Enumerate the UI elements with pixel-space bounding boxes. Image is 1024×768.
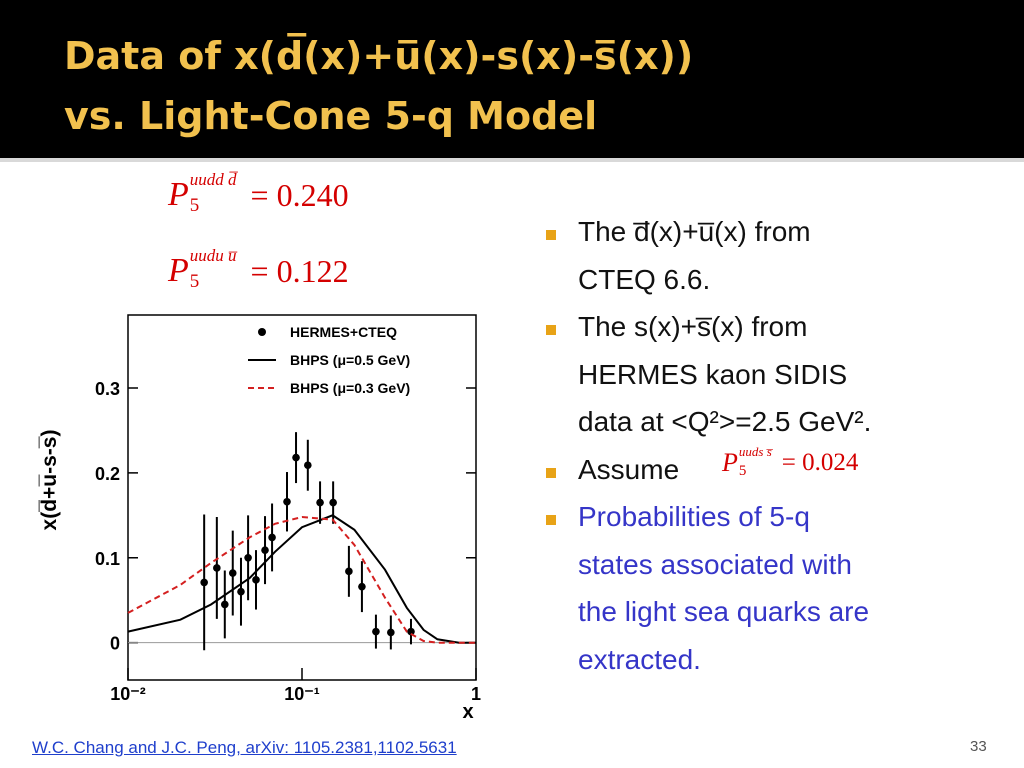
formula-subscript: 5 [189, 271, 200, 292]
formula-value: = 0.122 [250, 252, 349, 289]
legend-label: BHPS (μ=0.5 GeV) [290, 352, 410, 368]
formula-symbol: P [168, 176, 189, 213]
bullet-text: Probabilities of 5-q [578, 501, 810, 532]
y-axis-label: x(d̅+u̅-s-s̅) [38, 430, 61, 531]
formula-value: = 0.240 [250, 176, 349, 213]
x-tick-label: 1 [471, 684, 481, 704]
legend-label: HERMES+CTEQ [290, 324, 397, 340]
curve [127, 515, 476, 644]
data-point [316, 498, 324, 507]
slide-title: Data of x(d̅(x)+u̅(x)-s(x)-s̅(x)) [64, 34, 694, 78]
formula-scripts: uudu u̅ 5 [189, 247, 237, 292]
formula-superscript: uudu u̅ [189, 246, 237, 265]
bullet-text: HERMES kaon SIDIS [578, 358, 848, 390]
data-point [268, 533, 276, 542]
bullet-text: states associated with [578, 548, 852, 580]
data-point [387, 628, 395, 637]
formula-superscript: uudd d̅ [189, 170, 237, 189]
y-tick-label: 0.1 [95, 549, 120, 569]
formula-subscript: 5 [738, 462, 747, 479]
data-point [200, 578, 208, 587]
bullet-marker [546, 325, 556, 335]
formula-scripts: uuds s̅ 5 [738, 445, 772, 479]
data-point [407, 627, 415, 636]
data-point [213, 564, 221, 572]
bullet-marker [546, 467, 556, 478]
header-bar [0, 0, 1024, 158]
bullet-text: CTEQ 6.6. [578, 263, 711, 295]
data-point [358, 582, 366, 591]
header-rule [0, 158, 1024, 162]
y-tick-label: 0.2 [95, 464, 120, 484]
data-point [283, 497, 291, 506]
y-tick-label: 0 [110, 634, 120, 654]
legend-marker [258, 328, 266, 336]
data-point [228, 569, 237, 577]
bullet-text: The s(x)+s̅(x) from [578, 311, 808, 342]
bullet-marker [546, 230, 556, 240]
formula-value: = 0.024 [781, 448, 859, 476]
data-point [220, 600, 229, 609]
data-point [292, 453, 300, 462]
bullet-text: Assume [578, 453, 680, 485]
bullet-marker [546, 515, 556, 525]
formula-subscript: 5 [189, 195, 200, 216]
y-tick-label: 0.3 [95, 379, 120, 399]
chart: x x(d̅+u̅-s-s̅) 0 0.1 0.2 0.3 10⁻² 10⁻¹ 1 HERME… [38, 314, 481, 723]
data-point [329, 498, 337, 507]
bullet-text: The d̅(x)+u̅(x) from [578, 216, 811, 247]
page-number: 33 [970, 738, 987, 755]
curve [127, 514, 476, 644]
formula-superscript: uuds s̅ [738, 443, 772, 459]
data-point [345, 567, 353, 576]
data-point [244, 553, 252, 562]
legend-label: BHPS (μ=0.3 GeV) [290, 380, 410, 396]
data-point [304, 461, 312, 470]
bullet-text: extracted. [578, 643, 701, 675]
x-tick-label: 10⁻¹ [284, 684, 320, 704]
formula-symbol: P [168, 252, 189, 289]
formula-scripts: uudd d̅ 5 [189, 171, 237, 216]
plot-frame [127, 314, 477, 681]
data-point [372, 627, 380, 636]
bullet-text: the light sea quarks are [578, 596, 870, 627]
x-axis-label: x [462, 701, 473, 723]
data-point [261, 546, 269, 554]
bullet-text: data at <Q²>=2.5 GeV². [578, 406, 872, 437]
x-tick-label: 10⁻² [110, 684, 146, 704]
slide-title: vs. Light-Cone 5-q Model [64, 94, 598, 138]
data-point [237, 587, 245, 596]
data-point [252, 576, 260, 584]
formula-symbol: P [722, 447, 738, 477]
citation-link[interactable]: W.C. Chang and J.C. Peng, arXiv: 1105.23… [32, 738, 457, 757]
